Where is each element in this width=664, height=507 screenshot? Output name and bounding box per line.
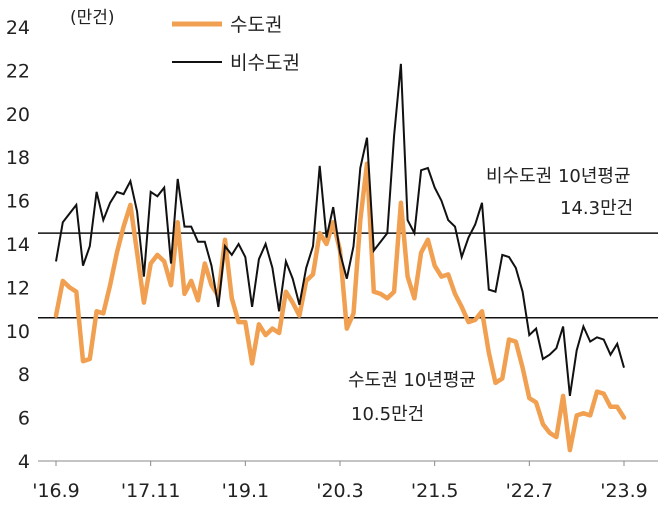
legend-label-bisudogwon: 비수도권 [230,52,300,74]
y-tick-label: 18 [6,147,30,169]
x-tick-label: '23.9 [600,480,648,502]
y-axis-ticks: 4 6 8 10 12 14 16 18 20 22 24 [6,17,30,473]
x-tick-label: '20.3 [316,480,364,502]
y-tick-label: 22 [6,60,30,82]
y-tick-label: 6 [18,408,30,430]
series-line-sudogwon [53,161,627,453]
annotation-bisudogwon-avg-value: 14.3만건 [560,198,633,219]
y-tick-label: 4 [18,451,30,473]
x-tick-label: '22.7 [506,480,554,502]
annotation-sudogwon-avg-value: 10.5만건 [351,404,424,425]
annotation-sudogwon-avg-title: 수도권 10년평균 [348,370,476,391]
annotation-bisudogwon-avg-title: 비수도권 10년평균 [486,166,631,187]
x-tick-label: '16.9 [32,480,80,502]
legend-label-sudogwon: 수도권 [230,14,282,36]
y-tick-label: 24 [6,17,30,39]
x-axis-ticks: '16.9 '17.11 '19.1 '20.3 '21.5 '22.7 '23.9 [32,461,648,502]
y-tick-label: 10 [6,321,30,343]
y-tick-label: 14 [6,234,30,256]
legend: 수도권 비수도권 [172,14,300,74]
series-line-bisudogwon [55,63,625,397]
x-tick-label: '19.1 [222,480,270,502]
x-tick-label: '17.11 [121,480,181,502]
y-tick-label: 8 [18,364,30,386]
x-tick-label: '21.5 [411,480,459,502]
y-unit-label: (만건) [70,8,115,28]
y-tick-label: 16 [6,191,30,213]
y-tick-label: 20 [6,104,30,126]
y-tick-label: 12 [6,277,30,299]
